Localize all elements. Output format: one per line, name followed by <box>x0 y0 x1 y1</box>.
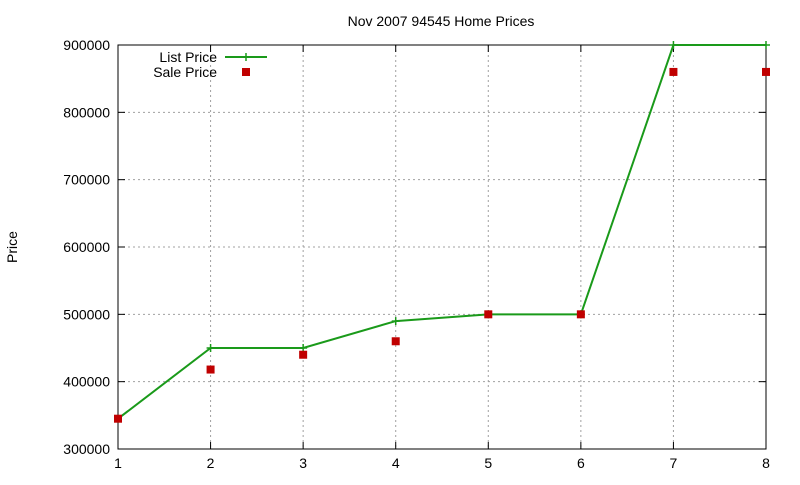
list-price-point <box>762 41 770 49</box>
sale-price-point <box>391 337 400 346</box>
sale-price-point <box>206 365 215 374</box>
axis-ticks: 300000 400000 500000 600000 700000 800000 9000… <box>63 37 770 471</box>
y-tick-label: 800000 <box>63 104 110 120</box>
series <box>114 41 770 423</box>
y-tick-label: 500000 <box>63 306 110 322</box>
series-1 <box>114 67 770 423</box>
y-tick-label: 700000 <box>63 172 110 188</box>
x-tick-label: 2 <box>207 455 215 471</box>
sale-price-point <box>299 350 308 359</box>
sale-price-point <box>114 414 122 423</box>
y-axis-label: Price <box>4 231 20 263</box>
sale-price-point <box>669 67 678 76</box>
y-tick-label: 300000 <box>63 441 110 457</box>
y-tick-label: 400000 <box>63 374 110 390</box>
series-0 <box>114 41 770 423</box>
y-tick-label: 600000 <box>63 239 110 255</box>
x-tick-label: 6 <box>577 455 585 471</box>
x-tick-label: 8 <box>762 455 770 471</box>
list-price-point <box>206 344 215 352</box>
sale-price-point <box>576 310 585 319</box>
chart-title: Nov 2007 94545 Home Prices <box>348 13 535 29</box>
x-tick-label: 4 <box>392 455 400 471</box>
legend-swatch-sale-price <box>242 68 250 76</box>
legend-marker-list-price <box>242 53 250 61</box>
y-tick-label: 900000 <box>63 37 110 53</box>
legend-label-sale-price: Sale Price <box>153 64 217 80</box>
list-price-point <box>669 41 678 49</box>
sale-price-point <box>762 67 770 76</box>
x-tick-label: 3 <box>299 455 307 471</box>
grid <box>118 45 766 449</box>
legend-label-list-price: List Price <box>159 49 217 65</box>
list-price-point <box>391 317 400 326</box>
x-tick-label: 1 <box>114 455 122 471</box>
list-price-line <box>117 44 766 420</box>
x-tick-label: 7 <box>670 455 678 471</box>
list-price-point <box>299 344 308 352</box>
x-tick-label: 5 <box>484 455 492 471</box>
sale-price-point <box>484 310 493 319</box>
